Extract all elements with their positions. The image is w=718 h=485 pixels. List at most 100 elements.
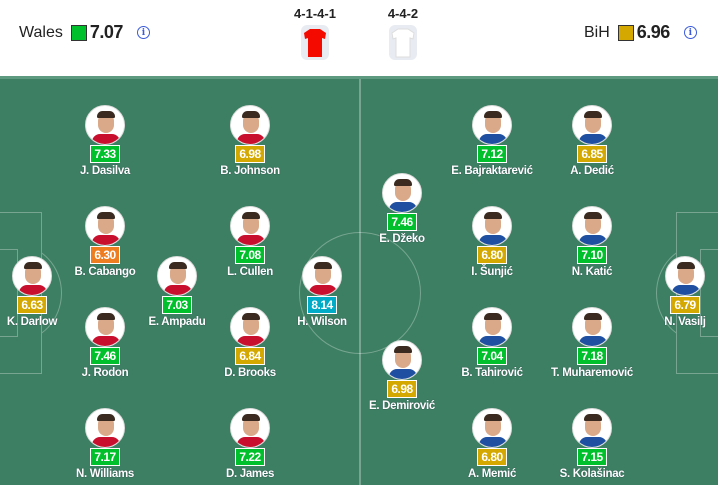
- center-circle: [299, 232, 421, 354]
- player-home[interactable]: 6.30 B. Cabango: [55, 206, 155, 278]
- player-avatar: [157, 256, 197, 296]
- player-avatar: [665, 256, 705, 296]
- player-away[interactable]: 7.46 E. Džeko: [352, 173, 452, 245]
- match-header: Wales 7.07 i BiH 6.96 i 4-1-4-1 4-4-2: [0, 0, 718, 76]
- away-team: BiH 6.96 i: [584, 22, 697, 43]
- away-formation-label: 4-4-2: [387, 6, 419, 21]
- player-name: E. Džeko: [379, 233, 425, 245]
- player-rating: 6.79: [670, 296, 700, 314]
- player-avatar: [12, 256, 52, 296]
- player-rating: 7.12: [477, 145, 507, 163]
- player-name: J. Rodon: [81, 367, 129, 379]
- player-away[interactable]: 6.80 A. Memić: [442, 408, 542, 480]
- player-name: K. Darlow: [6, 316, 58, 328]
- info-icon[interactable]: i: [136, 26, 150, 39]
- player-home[interactable]: 7.08 L. Cullen: [200, 206, 300, 278]
- player-name: D. Brooks: [224, 367, 276, 379]
- player-home[interactable]: 7.46 J. Rodon: [55, 307, 155, 379]
- player-avatar: [382, 173, 422, 213]
- player-name: D. James: [225, 468, 275, 480]
- player-rating: 6.98: [235, 145, 265, 163]
- player-rating: 7.17: [90, 448, 120, 466]
- player-rating: 7.04: [477, 347, 507, 365]
- player-name: A. Memić: [467, 468, 517, 480]
- pitch: 7.33 J. Dasilva 6.98 B. Johnson 6.30 B. …: [0, 76, 718, 485]
- player-name: E. Bajraktarević: [451, 165, 533, 177]
- player-rating: 6.84: [235, 347, 265, 365]
- player-avatar: [472, 105, 512, 145]
- player-rating: 7.03: [162, 296, 192, 314]
- player-rating: 6.63: [17, 296, 47, 314]
- player-name: N. Vasilj: [664, 316, 706, 328]
- player-avatar: [572, 105, 612, 145]
- away-formation: 4-4-2: [373, 6, 433, 60]
- player-name: N. Katić: [571, 266, 613, 278]
- away-team-rating: 6.96: [636, 22, 671, 42]
- player-avatar: [572, 408, 612, 448]
- player-rating: 6.30: [90, 246, 120, 264]
- player-home[interactable]: 7.03 E. Ampadu: [127, 256, 227, 328]
- home-team-name: Wales: [19, 23, 63, 41]
- player-away[interactable]: 6.80 I. Šunjić: [442, 206, 542, 278]
- player-avatar: [85, 408, 125, 448]
- player-name: I. Šunjić: [471, 266, 513, 278]
- player-rating: 6.98: [387, 380, 417, 398]
- home-rating-swatch: [70, 24, 87, 41]
- player-name: A. Dedić: [570, 165, 614, 177]
- player-name: B. Tahirović: [461, 367, 523, 379]
- home-jersey-icon: [301, 25, 329, 60]
- player-name: B. Cabango: [74, 266, 136, 278]
- player-away[interactable]: 6.98 E. Demirović: [352, 340, 452, 412]
- player-name: L. Cullen: [227, 266, 273, 278]
- player-avatar: [572, 206, 612, 246]
- player-name: S. Kolašinac: [559, 468, 625, 480]
- home-formation: 4-1-4-1: [285, 6, 345, 60]
- player-away[interactable]: 7.10 N. Katić: [542, 206, 642, 278]
- player-avatar: [85, 206, 125, 246]
- player-name: E. Demirović: [368, 400, 436, 412]
- home-team: Wales 7.07 i: [19, 22, 150, 43]
- player-name: E. Ampadu: [148, 316, 206, 328]
- player-avatar: [382, 340, 422, 380]
- player-name: J. Dasilva: [79, 165, 131, 177]
- home-formation-label: 4-1-4-1: [294, 6, 336, 21]
- player-home[interactable]: 6.63 K. Darlow: [0, 256, 82, 328]
- player-rating: 7.18: [577, 347, 607, 365]
- player-avatar: [230, 307, 270, 347]
- info-icon[interactable]: i: [683, 26, 697, 39]
- player-avatar: [572, 307, 612, 347]
- player-away[interactable]: 6.79 N. Vasilj: [635, 256, 718, 328]
- player-rating: 6.80: [477, 448, 507, 466]
- player-avatar: [472, 206, 512, 246]
- player-home[interactable]: 6.84 D. Brooks: [200, 307, 300, 379]
- player-name: H. Wilson: [297, 316, 347, 328]
- player-avatar: [230, 206, 270, 246]
- away-team-name: BiH: [584, 23, 610, 41]
- player-rating: 7.08: [235, 246, 265, 264]
- player-rating: 7.46: [387, 213, 417, 231]
- player-home[interactable]: 7.17 N. Williams: [55, 408, 155, 480]
- player-home[interactable]: 6.98 B. Johnson: [200, 105, 300, 177]
- player-rating: 7.15: [577, 448, 607, 466]
- player-away[interactable]: 7.15 S. Kolašinac: [542, 408, 642, 480]
- player-home[interactable]: 7.22 D. James: [200, 408, 300, 480]
- player-rating: 8.14: [307, 296, 337, 314]
- player-away[interactable]: 7.12 E. Bajraktarević: [442, 105, 542, 177]
- player-avatar: [230, 408, 270, 448]
- player-rating: 7.33: [90, 145, 120, 163]
- player-rating: 7.22: [235, 448, 265, 466]
- player-avatar: [230, 105, 270, 145]
- player-avatar: [472, 408, 512, 448]
- player-rating: 6.85: [577, 145, 607, 163]
- player-rating: 7.46: [90, 347, 120, 365]
- player-avatar: [472, 307, 512, 347]
- player-home[interactable]: 7.33 J. Dasilva: [55, 105, 155, 177]
- player-away[interactable]: 7.18 T. Muharemović: [542, 307, 642, 379]
- player-away[interactable]: 7.04 B. Tahirović: [442, 307, 542, 379]
- home-goal-area: [0, 249, 18, 337]
- player-name: B. Johnson: [220, 165, 280, 177]
- player-rating: 7.10: [577, 246, 607, 264]
- player-away[interactable]: 6.85 A. Dedić: [542, 105, 642, 177]
- player-home[interactable]: 8.14 H. Wilson: [272, 256, 372, 328]
- player-avatar: [85, 105, 125, 145]
